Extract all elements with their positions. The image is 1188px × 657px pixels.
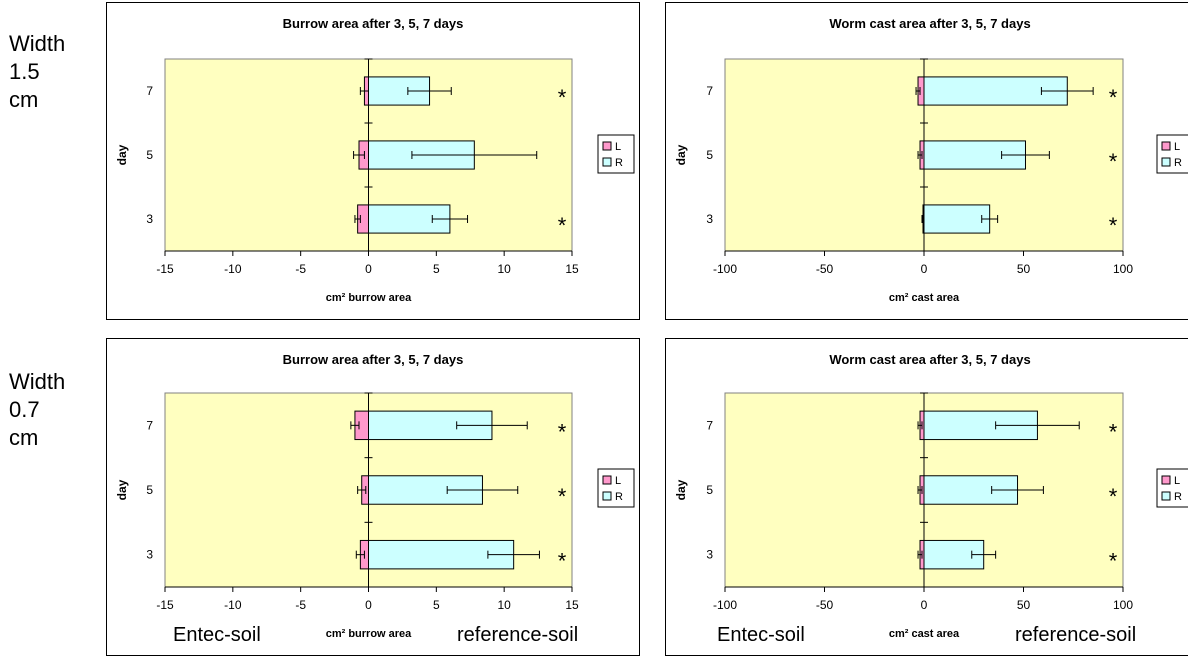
legend-swatch-R bbox=[602, 157, 612, 167]
legend-label-R: R bbox=[1174, 491, 1182, 503]
legend-label-L: L bbox=[1174, 475, 1180, 487]
x-axis-title: cm² cast area bbox=[889, 292, 960, 304]
bar-R bbox=[923, 475, 1019, 505]
legend-label-L: L bbox=[615, 475, 621, 487]
legend-swatch-L bbox=[1161, 141, 1171, 151]
chart-panel-cast-0-7: Worm cast area after 3, 5, 7 days -100 -50… bbox=[665, 338, 1188, 656]
y-tick-label: 5 bbox=[706, 148, 713, 162]
x-tick-label: -50 bbox=[816, 598, 834, 612]
legend-swatch-L bbox=[602, 141, 612, 151]
legend-swatch-L bbox=[602, 475, 612, 485]
y-tick-label: 5 bbox=[146, 148, 153, 162]
y-axis-title: day bbox=[674, 144, 688, 165]
y-tick-label: 7 bbox=[146, 84, 153, 98]
significance-marker: * bbox=[558, 484, 567, 509]
y-tick-label: 5 bbox=[146, 483, 153, 497]
x-tick-label: 0 bbox=[365, 262, 372, 276]
y-axis-title: day bbox=[674, 479, 688, 500]
legend-label-R: R bbox=[1174, 157, 1182, 169]
significance-marker: * bbox=[1109, 419, 1118, 444]
legend-box bbox=[597, 468, 635, 508]
x-tick-label: 0 bbox=[921, 262, 928, 276]
row-label-width-1-5: Width 1.5 cm bbox=[9, 31, 66, 112]
chart-cast-0-7: Worm cast area after 3, 5, 7 days -100 -50… bbox=[674, 352, 1188, 640]
legend-label-R: R bbox=[615, 157, 623, 169]
x-tick-label: 0 bbox=[921, 598, 928, 612]
significance-marker: * bbox=[1109, 85, 1118, 110]
significance-marker: * bbox=[558, 213, 567, 238]
y-tick-label: 7 bbox=[706, 418, 713, 432]
chart-cast-1-5: Worm cast area after 3, 5, 7 days -100 -50… bbox=[674, 16, 1188, 304]
x-tick-label: 10 bbox=[497, 262, 511, 276]
y-tick-label: 7 bbox=[146, 418, 153, 432]
bar-R bbox=[923, 204, 991, 234]
legend-label-L: L bbox=[615, 141, 621, 153]
x-tick-label: -10 bbox=[224, 598, 242, 612]
entec-soil-label-cast: Entec-soil bbox=[717, 624, 805, 646]
legend-swatch-R bbox=[1161, 491, 1171, 501]
x-tick-label: 50 bbox=[1017, 262, 1031, 276]
x-tick-label: -5 bbox=[295, 598, 306, 612]
x-tick-label: 5 bbox=[433, 598, 440, 612]
significance-marker: * bbox=[1109, 549, 1118, 574]
x-tick-label: 50 bbox=[1017, 598, 1031, 612]
chart-burrow-0-7: Burrow area after 3, 5, 7 days -15 -10 -5 0 5… bbox=[115, 352, 635, 640]
x-axis-title: cm² burrow area bbox=[326, 628, 412, 640]
chart-panel-burrow-0-7: Burrow area after 3, 5, 7 days -15 -10 -5 0 5… bbox=[106, 338, 640, 656]
x-tick-label: 10 bbox=[497, 598, 511, 612]
significance-marker: * bbox=[1109, 484, 1118, 509]
entec-soil-label-burrow: Entec-soil bbox=[173, 624, 261, 646]
chart-title: Worm cast area after 3, 5, 7 days bbox=[829, 16, 1030, 31]
legend-box bbox=[1156, 468, 1188, 508]
x-tick-label: 100 bbox=[1113, 598, 1133, 612]
chart-panel-burrow-1-5: Burrow area after 3, 5, 7 days -15 -10 -5 0 5… bbox=[106, 2, 640, 320]
legend-label-L: L bbox=[1174, 141, 1180, 153]
chart-title: Burrow area after 3, 5, 7 days bbox=[283, 16, 464, 31]
reference-soil-label-burrow: reference-soil bbox=[457, 624, 579, 646]
x-tick-label: 15 bbox=[565, 262, 579, 276]
chart-title: Burrow area after 3, 5, 7 days bbox=[283, 352, 464, 367]
significance-marker: * bbox=[1109, 213, 1118, 238]
x-tick-label: -100 bbox=[713, 262, 737, 276]
x-axis-title: cm² burrow area bbox=[326, 292, 412, 304]
x-tick-label: 15 bbox=[565, 598, 579, 612]
x-tick-label: 5 bbox=[433, 262, 440, 276]
significance-marker: * bbox=[1109, 149, 1118, 174]
y-tick-label: 3 bbox=[706, 548, 713, 562]
y-tick-label: 3 bbox=[146, 548, 153, 562]
significance-marker: * bbox=[558, 419, 567, 444]
y-tick-label: 3 bbox=[146, 212, 153, 226]
y-axis-title: day bbox=[115, 144, 129, 165]
y-tick-label: 3 bbox=[706, 212, 713, 226]
chart-burrow-1-5: Burrow area after 3, 5, 7 days -15 -10 -5 0 5… bbox=[115, 16, 635, 304]
x-tick-label: 100 bbox=[1113, 262, 1133, 276]
x-tick-label: -5 bbox=[295, 262, 306, 276]
legend-box bbox=[597, 134, 635, 174]
bar-R bbox=[923, 76, 1068, 106]
x-tick-label: -15 bbox=[156, 598, 174, 612]
x-tick-label: -50 bbox=[816, 262, 834, 276]
legend-swatch-L bbox=[1161, 475, 1171, 485]
x-axis-title: cm² cast area bbox=[889, 628, 960, 640]
x-tick-label: 0 bbox=[365, 598, 372, 612]
x-tick-label: -100 bbox=[713, 598, 737, 612]
row-label-width-0-7: Width 0.7 cm bbox=[9, 369, 66, 450]
chart-panel-cast-1-5: Worm cast area after 3, 5, 7 days -100 -50… bbox=[665, 2, 1188, 320]
legend-swatch-R bbox=[1161, 157, 1171, 167]
y-axis-title: day bbox=[115, 479, 129, 500]
legend-swatch-R bbox=[602, 491, 612, 501]
x-tick-label: -15 bbox=[156, 262, 174, 276]
reference-soil-label-cast: reference-soil bbox=[1015, 624, 1137, 646]
chart-title: Worm cast area after 3, 5, 7 days bbox=[829, 352, 1030, 367]
legend-box bbox=[1156, 134, 1188, 174]
y-tick-label: 7 bbox=[706, 84, 713, 98]
significance-marker: * bbox=[558, 549, 567, 574]
legend-label-R: R bbox=[615, 491, 623, 503]
x-tick-label: -10 bbox=[224, 262, 242, 276]
y-tick-label: 5 bbox=[706, 483, 713, 497]
significance-marker: * bbox=[558, 85, 567, 110]
